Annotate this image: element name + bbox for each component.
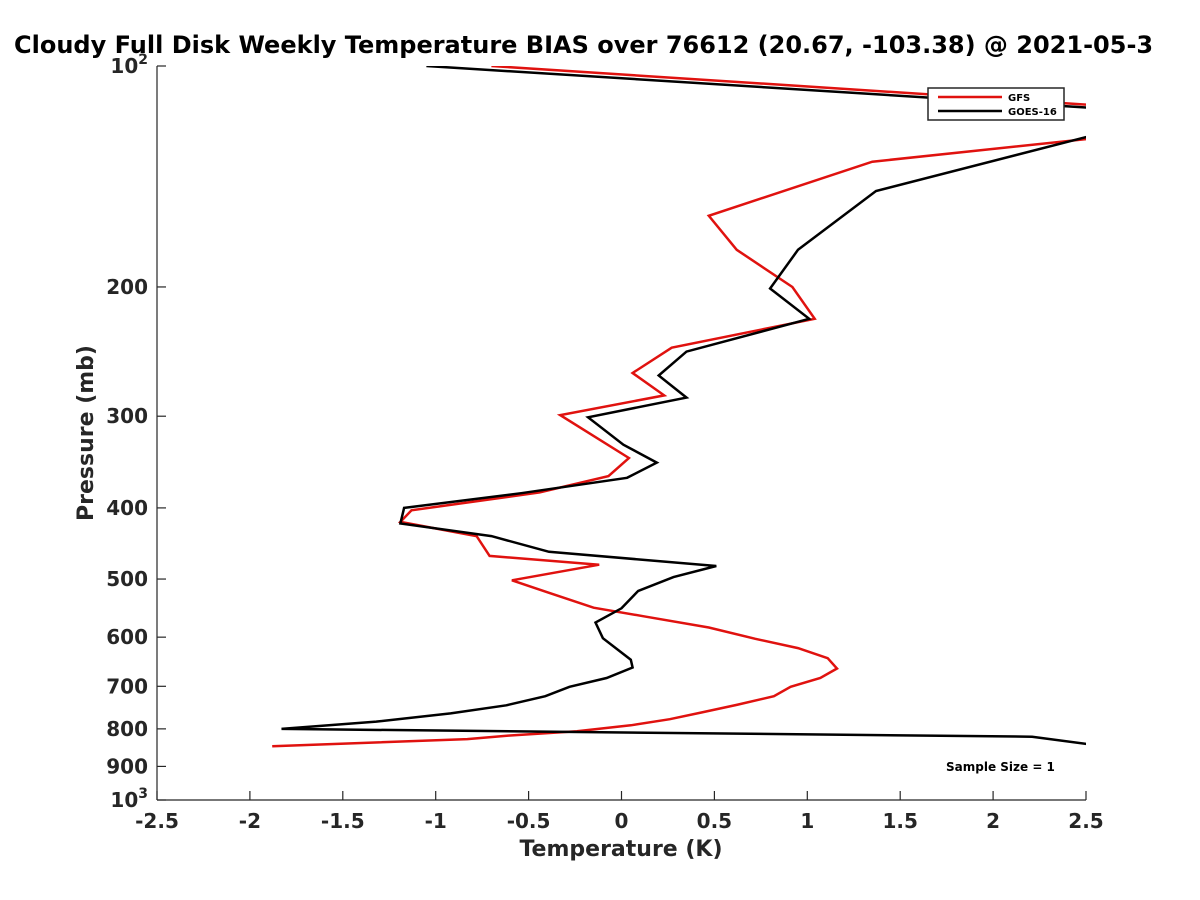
x-axis-ticks: -2.5 -2 -1.5 -1 -0.5 0 0.5 1 1.5 2 2.5 [135,791,1104,833]
legend-box [927,87,1065,121]
y-tick-label: 102 [110,52,148,78]
x-tick-label: 1.5 [882,809,917,833]
chart-title: Cloudy Full Disk Weekly Temperature BIAS… [14,31,1153,59]
y-tick-label: 600 [106,625,148,649]
series-line-gfs [272,66,1086,748]
x-tick-label: 2 [986,809,1000,833]
y-tick-label: 700 [106,674,148,698]
x-tick-label: 2.5 [1068,809,1103,833]
x-tick-label: -1 [425,809,447,833]
y-tick-label: 300 [106,404,148,428]
x-tick-label: -1.5 [321,809,365,833]
x-tick-label: -2 [239,809,261,833]
y-tick-label: 500 [106,567,148,591]
y-axis-label: Pressure (mb) [74,345,99,521]
legend-label-gfs: GFS [1008,93,1030,104]
y-tick-label: 103 [110,786,148,812]
y-tick-label: 900 [106,754,148,778]
y-tick-label: 200 [106,275,148,299]
series-line-goes16 [281,66,1086,746]
axes [156,66,1086,801]
sample-size-annotation: Sample Size = 1 [946,760,1055,774]
legend: GFS GOES-16 [927,87,1065,121]
y-axis-ticks: 102 200 300 400 500 600 700 800 900 103 [106,52,166,812]
y-tick-label: 800 [106,717,148,741]
x-tick-label: -0.5 [507,809,551,833]
x-tick-label: -2.5 [135,809,179,833]
legend-label-goes16: GOES-16 [1008,107,1057,118]
x-tick-label: 0 [615,809,629,833]
x-tick-label: 1 [800,809,814,833]
x-axis-label: Temperature (K) [519,837,722,862]
plot-area [272,66,1086,748]
y-tick-label: 400 [106,496,148,520]
x-tick-label: 0.5 [697,809,732,833]
